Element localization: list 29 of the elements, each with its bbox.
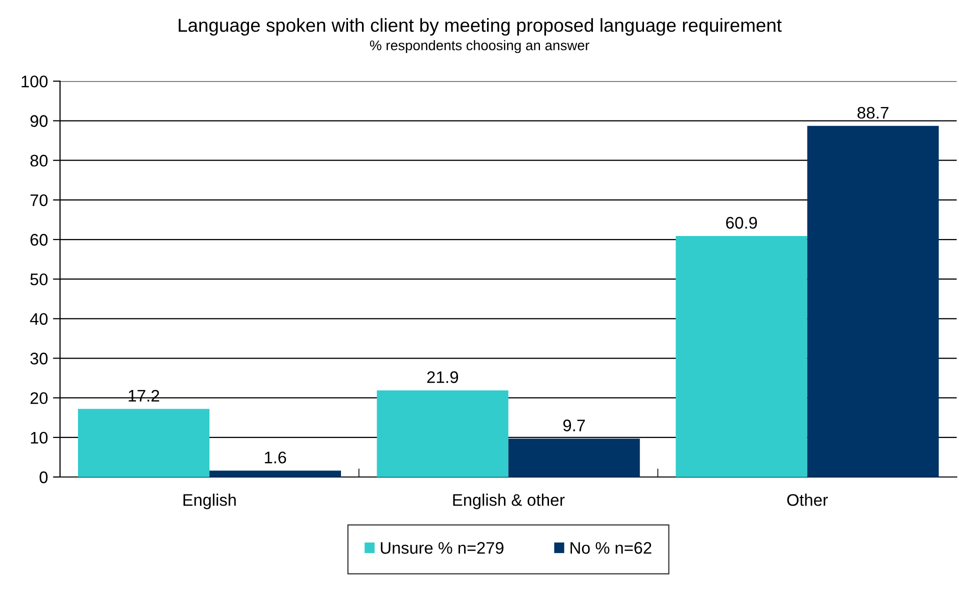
y-tick-label: 20	[30, 392, 48, 404]
bar	[807, 126, 939, 478]
y-tick-label: 100	[22, 76, 48, 88]
data-label: 9.7	[563, 420, 585, 432]
x-tick-label: Other	[787, 494, 828, 506]
chart-title: Language spoken with client by meeting proposed language requirement	[178, 18, 782, 36]
data-label: 88.7	[858, 106, 888, 119]
y-tick-label: 30	[30, 352, 48, 364]
bar	[78, 408, 210, 478]
x-tick-label: English	[184, 494, 236, 510]
y-tick-label: 50	[30, 274, 48, 286]
bar	[209, 470, 341, 478]
y-tick-label: 0	[40, 471, 48, 484]
y-tick-label: 80	[30, 154, 48, 167]
bar	[376, 390, 508, 478]
y-tick-label: 60	[30, 234, 48, 246]
y-tick-label: 90	[30, 115, 48, 127]
legend-label: Unsure % n=279	[380, 542, 504, 554]
y-tick-label: 70	[30, 194, 48, 206]
bar	[676, 236, 808, 478]
x-tick-label: English & other	[453, 494, 565, 510]
chart-subtitle: % respondents choosing an answer	[370, 40, 590, 54]
data-label: 1.6	[264, 452, 286, 464]
legend-label: No % n=62	[570, 542, 652, 554]
bar	[508, 438, 640, 478]
y-tick-label: 40	[30, 313, 48, 325]
y-tick-label: 10	[30, 432, 48, 444]
data-label: 60.9	[726, 216, 757, 229]
data-label: 21.9	[427, 371, 458, 384]
